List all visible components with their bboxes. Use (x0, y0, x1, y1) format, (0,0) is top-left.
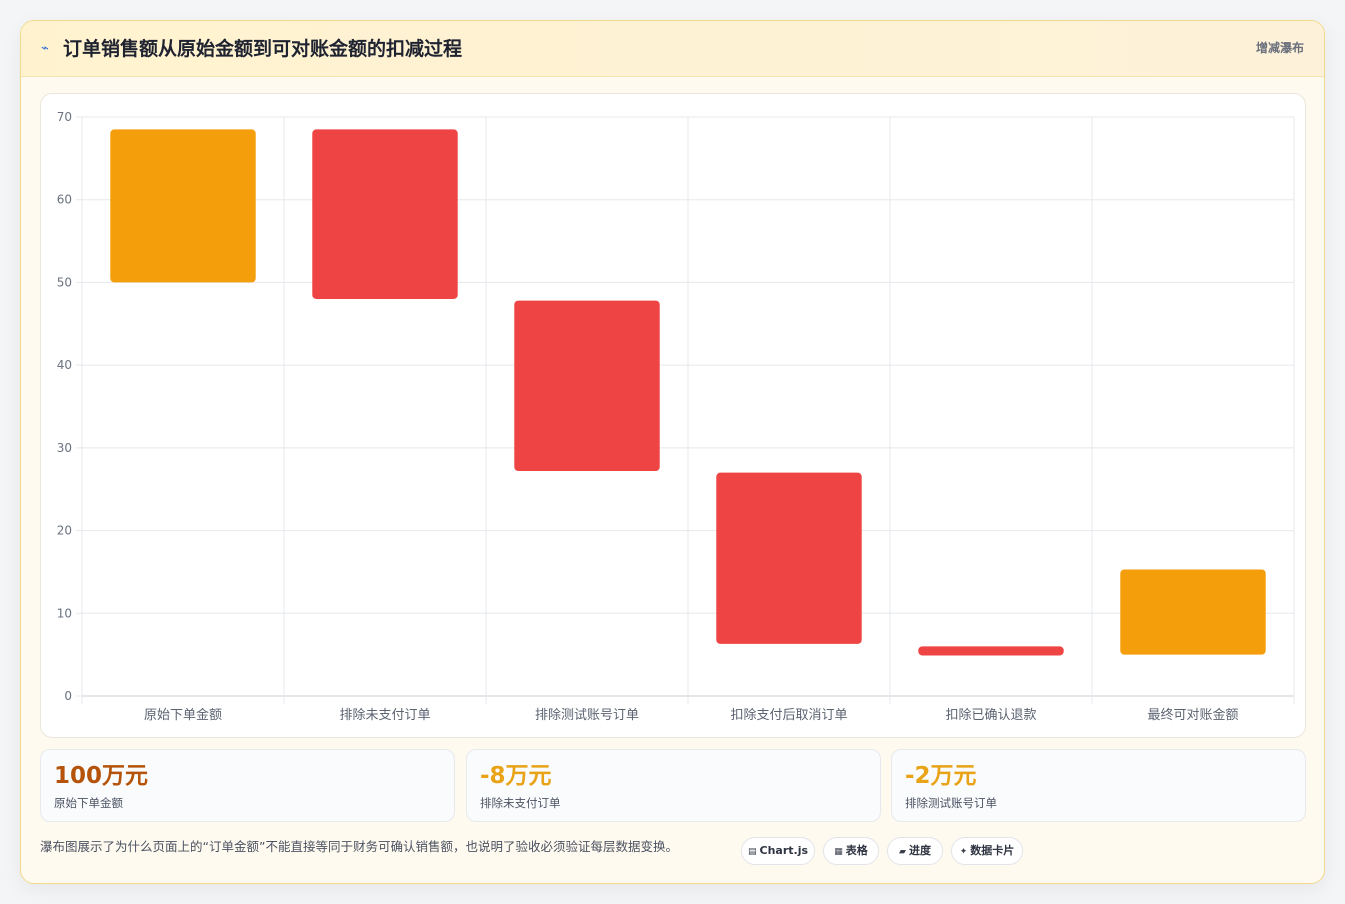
x-tick-label: 最终可对账金额 (1147, 707, 1238, 723)
stat-value: -2万元 (905, 763, 977, 789)
y-tick-label: 30 (57, 441, 72, 455)
y-tick-label: 70 (57, 110, 72, 124)
chip-data-card[interactable]: ✦ 数据卡片 (951, 837, 1023, 865)
stat-value: -8万元 (480, 763, 552, 789)
waterfall-bar (514, 300, 660, 472)
stat-card-test-accounts: -2万元 排除测试账号订单 (891, 749, 1306, 822)
lightning-icon: ⌁ (41, 41, 49, 56)
sparkle-icon: ✦ (959, 847, 968, 857)
chart-title: 订单销售额从原始金额到可对账金额的扣减过程 (63, 38, 463, 60)
chip-label: 表格 (845, 844, 868, 857)
chip-table[interactable]: ▦ 表格 (823, 837, 879, 865)
chart-type-tag: 增减瀑布 (1255, 41, 1304, 55)
x-tick-label: 排除测试账号订单 (535, 708, 639, 723)
y-tick-label: 50 (57, 275, 72, 289)
chip-label: 进度 (908, 844, 931, 857)
waterfall-card: ⌁ 订单销售额从原始金额到可对账金额的扣减过程 增减瀑布 0 10 20 30 40 50… (20, 20, 1325, 884)
x-tick-label: 原始下单金额 (144, 707, 222, 723)
stat-card-unpaid: -8万元 排除未支付订单 (466, 749, 881, 822)
chart-area: 0 10 20 30 40 50 60 70 原始下单金额 排除未支付订单 排除测试账号订单 扣除支付… (40, 93, 1306, 738)
stat-label: 排除未支付订单 (480, 796, 561, 810)
y-tick-label: 10 (57, 606, 72, 620)
waterfall-bar (312, 129, 458, 299)
footnote: 瀑布图展示了为什么页面上的“订单金额”不能直接等同于财务可确认销售额，也说明了验… (40, 839, 678, 854)
chart-icon: ▤ (747, 847, 757, 857)
waterfall-bar (1120, 569, 1266, 655)
x-tick-label: 扣除支付后取消订单 (730, 708, 847, 723)
chip-label: Chart.js (759, 844, 809, 857)
chip-label: 数据卡片 (970, 844, 1015, 857)
progress-icon: ▰ (899, 847, 906, 857)
card-header: ⌁ 订单销售额从原始金额到可对账金额的扣减过程 增减瀑布 (21, 21, 1324, 77)
stat-value: 100万元 (54, 763, 149, 789)
waterfall-bar (918, 646, 1064, 656)
y-tick-label: 60 (57, 193, 72, 207)
chip-progress[interactable]: ▰ 进度 (887, 837, 943, 865)
waterfall-chart: 0 10 20 30 40 50 60 70 原始下单金额 排除未支付订单 排除测试账号订单 扣除支付… (57, 110, 1295, 723)
stat-label: 原始下单金额 (54, 796, 123, 810)
y-tick-label: 40 (57, 358, 72, 372)
chip-chartjs[interactable]: ▤ Chart.js (741, 837, 815, 865)
x-tick-label: 扣除已确认退款 (945, 708, 1036, 723)
stat-card-original: 100万元 原始下单金额 (40, 749, 455, 822)
y-tick-label: 20 (57, 524, 72, 538)
waterfall-bar (110, 129, 256, 283)
waterfall-bar (716, 472, 862, 644)
x-tick-label: 排除未支付订单 (339, 708, 430, 723)
stat-label: 排除测试账号订单 (905, 796, 997, 810)
y-tick-label: 0 (64, 689, 72, 703)
table-icon: ▦ (834, 847, 843, 857)
